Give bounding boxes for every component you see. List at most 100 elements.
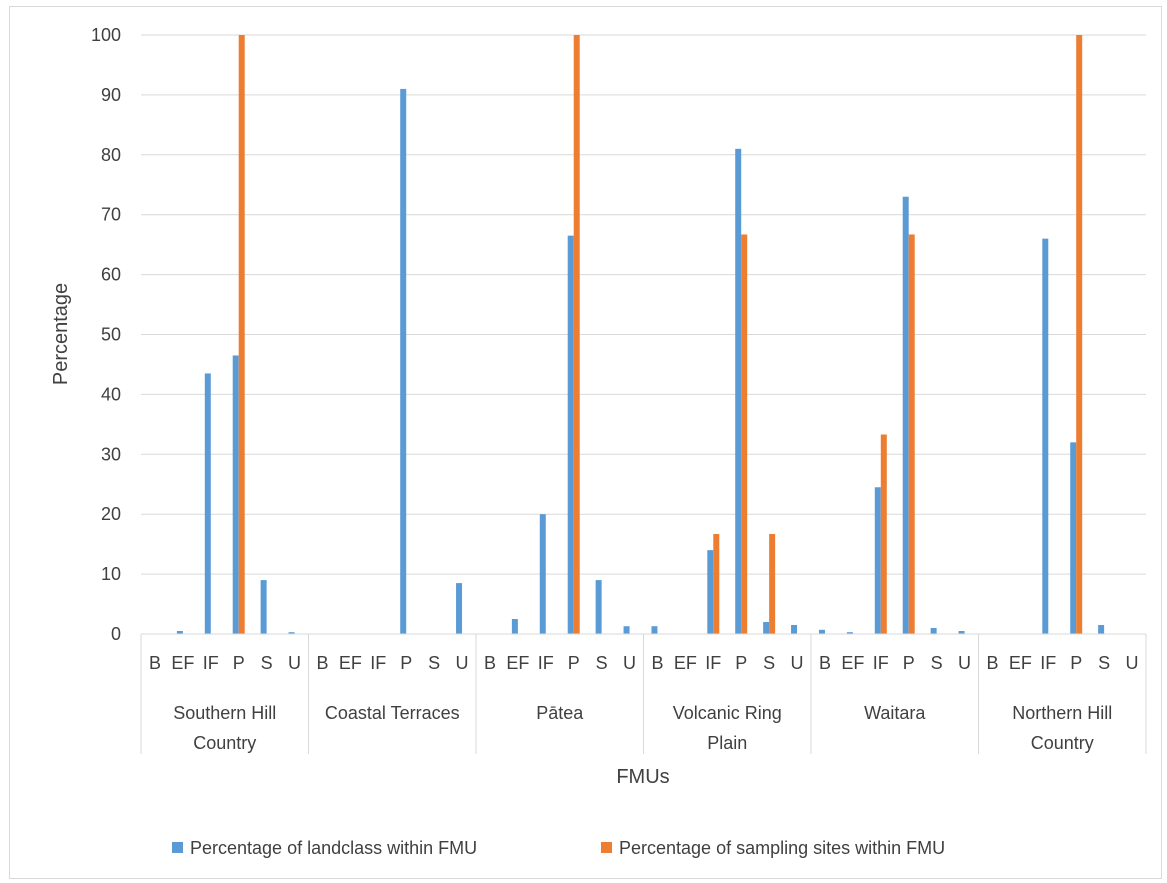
bar-landclass-g3-S [763,622,770,634]
bar-sampling-sites-g3-IF [713,533,720,634]
legend-swatch-landclass [172,842,183,853]
y-tick-label-80: 80 [101,145,121,165]
x-subcategory-label-g0-S: S [261,653,273,673]
bar-landclass-g2-EF [511,619,518,634]
bar-landclass-g4-EF [846,632,853,634]
y-axis-title: Percentage [50,283,72,385]
bar-landclass-g5-S [1098,625,1105,634]
x-subcategory-label-g3-S: S [763,653,775,673]
y-tick-label-100: 100 [91,25,121,45]
x-group-label-g5-line0: Northern Hill [1012,703,1112,723]
bar-landclass-g4-P [902,196,909,635]
y-tick-label-10: 10 [101,564,121,584]
x-group-label-g1-line0: Coastal Terraces [325,703,460,723]
x-subcategory-label-g5-P: P [1070,653,1082,673]
x-subcategory-label-g3-U: U [791,653,804,673]
x-axis-title: FMUs [616,766,669,788]
x-subcategory-label-g3-B: B [651,653,663,673]
y-tick-label-60: 60 [101,265,121,285]
x-subcategory-label-g4-P: P [903,653,915,673]
bar-landclass-g2-S [595,580,602,634]
x-group-label-g2-line0: Pātea [536,703,584,723]
bar-landclass-g2-IF [539,514,546,634]
bar-landclass-g4-IF [874,487,881,634]
y-tick-label-70: 70 [101,205,121,225]
bar-sampling-sites-g3-S [769,533,776,634]
bar-landclass-g2-U [623,626,630,634]
legend-swatch-sampling-sites [601,842,612,853]
x-subcategory-label-g1-IF: IF [370,653,386,673]
x-subcategory-label-g5-IF: IF [1040,653,1056,673]
y-tick-label-90: 90 [101,85,121,105]
chart-frame [9,6,1162,879]
bar-sampling-sites-g5-P [1076,35,1083,634]
y-tick-label-40: 40 [101,384,121,404]
x-subcategory-label-g4-B: B [819,653,831,673]
x-group-label-g5-line1: Country [1031,733,1094,753]
bar-sampling-sites-g4-P [908,234,915,634]
bar-sampling-sites-g3-P [741,234,748,634]
bar-landclass-g4-S [930,628,937,634]
bar-landclass-g1-P [400,88,407,634]
y-tick-label-30: 30 [101,444,121,464]
x-subcategory-label-g2-P: P [568,653,580,673]
x-group-label-g0-line0: Southern Hill [173,703,276,723]
bar-landclass-g2-P [567,235,574,634]
bar-sampling-sites-g2-P [573,35,580,634]
bar-landclass-g5-P [1070,442,1077,634]
bar-landclass-g0-S [260,580,267,634]
x-subcategory-label-g2-B: B [484,653,496,673]
bar-landclass-g4-B [818,629,825,634]
y-tick-label-50: 50 [101,325,121,345]
x-subcategory-label-g4-U: U [958,653,971,673]
x-subcategory-label-g2-EF: EF [506,653,529,673]
x-group-label-g4-line0: Waitara [864,703,926,723]
x-subcategory-label-g1-U: U [456,653,469,673]
gridlines [141,34,1146,635]
legend-label-landclass: Percentage of landclass within FMU [190,838,477,858]
bar-landclass-g0-P [232,355,239,634]
x-subcategory-label-g5-EF: EF [1009,653,1032,673]
bar-sampling-sites-g4-IF [880,434,887,634]
x-group-label-g0-line1: Country [193,733,256,753]
x-subcategory-label-g5-U: U [1126,653,1139,673]
x-subcategory-label-g3-P: P [735,653,747,673]
bar-landclass-g0-IF [204,373,211,634]
x-subcategory-label-g5-S: S [1098,653,1110,673]
x-group-label-g3-line0: Volcanic Ring [673,703,782,723]
x-subcategory-label-g1-S: S [428,653,440,673]
x-subcategory-label-g2-S: S [596,653,608,673]
bar-landclass-g5-IF [1042,238,1049,634]
legend-label-sampling-sites: Percentage of sampling sites within FMU [619,838,945,858]
bars [176,35,1105,635]
bar-landclass-g3-IF [707,550,714,634]
x-subcategory-label-g2-U: U [623,653,636,673]
x-group-label-g3-line1: Plain [707,733,747,753]
x-subcategory-label-g4-S: S [931,653,943,673]
bar-landclass-g0-EF [176,631,183,634]
x-subcategory-label-g0-IF: IF [203,653,219,673]
x-subcategory-label-g4-IF: IF [873,653,889,673]
bar-landclass-g3-P [735,148,742,634]
x-subcategory-label-g0-P: P [233,653,245,673]
x-subcategory-label-g3-EF: EF [674,653,697,673]
bar-landclass-g3-B [651,626,658,634]
bar-landclass-g4-U [958,631,965,634]
legend: Percentage of landclass within FMU Perce… [172,838,945,858]
x-subcategory-label-g2-IF: IF [538,653,554,673]
bar-landclass-g3-U [791,625,798,634]
bar-landclass-g0-U [288,632,295,634]
x-subcategory-label-g5-B: B [986,653,998,673]
x-subcategory-label-g0-B: B [149,653,161,673]
x-subcategory-label-g4-EF: EF [841,653,864,673]
y-tick-label-20: 20 [101,504,121,524]
y-axis-ticks: 0 10 20 30 40 50 60 70 80 90 100 [91,25,121,644]
y-tick-label-0: 0 [111,624,121,644]
bar-landclass-g1-U [456,583,463,634]
x-subcategory-label-g1-B: B [316,653,328,673]
x-subcategory-label-g1-P: P [400,653,412,673]
bar-sampling-sites-g0-P [238,35,245,634]
x-subcategory-label-g0-EF: EF [171,653,194,673]
